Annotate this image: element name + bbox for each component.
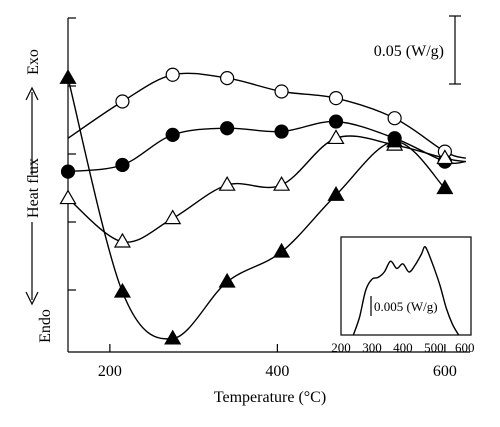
filled-triangle-marker <box>59 69 77 84</box>
x-axis-title: Temperature (°C) <box>214 389 326 406</box>
scale-bar-label: 0.05 (W/g) <box>374 43 444 60</box>
main-x-ticks: 200 400 600 <box>98 344 457 380</box>
scale-bar: 0.05 (W/g) <box>374 15 461 85</box>
open-circle-marker <box>220 71 235 86</box>
filled-triangle-marker <box>273 242 291 258</box>
open-circle-marker <box>165 67 180 82</box>
open-triangle-marker <box>327 129 345 145</box>
inset-x-ticks: 200 300 400 500 600 <box>331 340 474 355</box>
series-layer <box>59 67 467 345</box>
filled-circle-marker <box>115 157 130 173</box>
inset-scale-bar-label: 0.005 (W/g) <box>374 299 438 314</box>
endo-arrow-head <box>25 291 39 306</box>
inset-frame <box>340 236 472 336</box>
filled-triangle-marker <box>113 282 131 298</box>
open-triangle-marker <box>59 189 77 205</box>
filled-circle-marker <box>60 164 76 179</box>
inset-x-tick-label: 500 <box>424 340 444 355</box>
filled-triangle-marker <box>164 329 182 345</box>
open-triangle-marker <box>273 175 291 191</box>
inset-x-tick-label: 400 <box>393 340 413 355</box>
filled-triangle-marker <box>386 132 404 148</box>
filled-circle-marker <box>165 127 180 142</box>
main-y-ticks <box>68 17 76 291</box>
filled-triangle-marker <box>327 186 345 201</box>
open-circle-marker <box>387 111 402 126</box>
series-open-triangle-line <box>67 135 466 243</box>
x-tick-label: 200 <box>98 363 122 380</box>
inset-chart: 200 300 400 500 600 0.005 (W/g) <box>331 236 475 355</box>
x-tick-label: 600 <box>433 363 457 380</box>
inset-x-tick-label: 600 <box>455 340 475 355</box>
open-triangle-marker <box>164 209 182 225</box>
filled-circle-marker <box>220 121 235 136</box>
open-triangle-marker <box>218 175 236 191</box>
y-axis-title: Heat flux <box>25 158 42 218</box>
open-triangle-marker <box>436 149 454 165</box>
open-circle-marker <box>115 94 130 109</box>
endo-label: Endo <box>37 309 54 343</box>
filled-triangle-marker <box>436 179 454 195</box>
inset-x-tick-label: 200 <box>331 340 351 355</box>
y-axis-annotation: Exo Heat flux Endo <box>25 49 54 343</box>
filled-circle-marker <box>328 114 344 129</box>
filled-triangle-marker <box>218 272 236 288</box>
open-triangle-marker <box>113 232 131 248</box>
inset-x-tick-label: 300 <box>362 340 382 355</box>
exo-label: Exo <box>25 49 42 75</box>
open-circle-marker <box>274 84 289 99</box>
inset-scale-bar: 0.005 (W/g) <box>370 296 438 316</box>
exo-arrow-head <box>25 86 39 101</box>
x-tick-label: 400 <box>265 363 289 380</box>
series-filled-triangle-line <box>67 77 446 340</box>
open-circle-marker <box>328 91 344 106</box>
inset-series-line <box>352 246 460 336</box>
inset-series <box>352 246 460 336</box>
filled-circle-marker <box>274 124 289 139</box>
